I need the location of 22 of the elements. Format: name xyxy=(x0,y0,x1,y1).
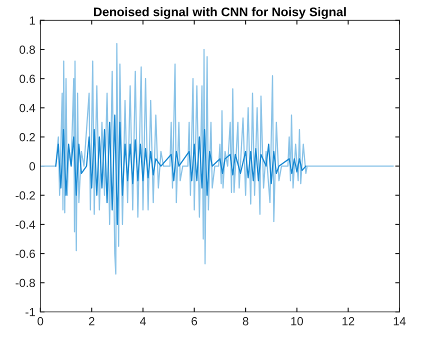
y-tick-label: 0.2 xyxy=(20,132,35,142)
y-tick-label: 0.4 xyxy=(20,104,36,112)
line-series xyxy=(55,114,306,226)
y-tick-label: 0.8 xyxy=(20,46,35,54)
x-tick-label: 2 xyxy=(88,317,94,326)
y-tick-label: 1 xyxy=(30,16,35,25)
y-tick-label: -1 xyxy=(26,308,35,316)
y-tick-label: 0 xyxy=(29,162,36,171)
x-tick-label: 0 xyxy=(38,317,44,326)
line-series xyxy=(40,43,394,275)
x-tick-label: 14 xyxy=(394,317,406,326)
x-tick-label: 8 xyxy=(242,317,248,326)
x-tick-label: 6 xyxy=(192,317,198,326)
y-tick-label: -0.6 xyxy=(16,250,35,258)
chart-title: Denoised signal with CNN for Noisy Signal xyxy=(94,7,346,19)
y-tick-label: -0.2 xyxy=(16,191,35,200)
x-tick-label: 10 xyxy=(291,317,303,326)
y-tick-label: -0.8 xyxy=(16,278,35,288)
y-tick-label: -0.4 xyxy=(16,220,36,229)
x-tick-label: 12 xyxy=(342,317,354,326)
x-tick-label: 4 xyxy=(140,317,146,326)
y-tick-label: 0.6 xyxy=(20,74,35,84)
